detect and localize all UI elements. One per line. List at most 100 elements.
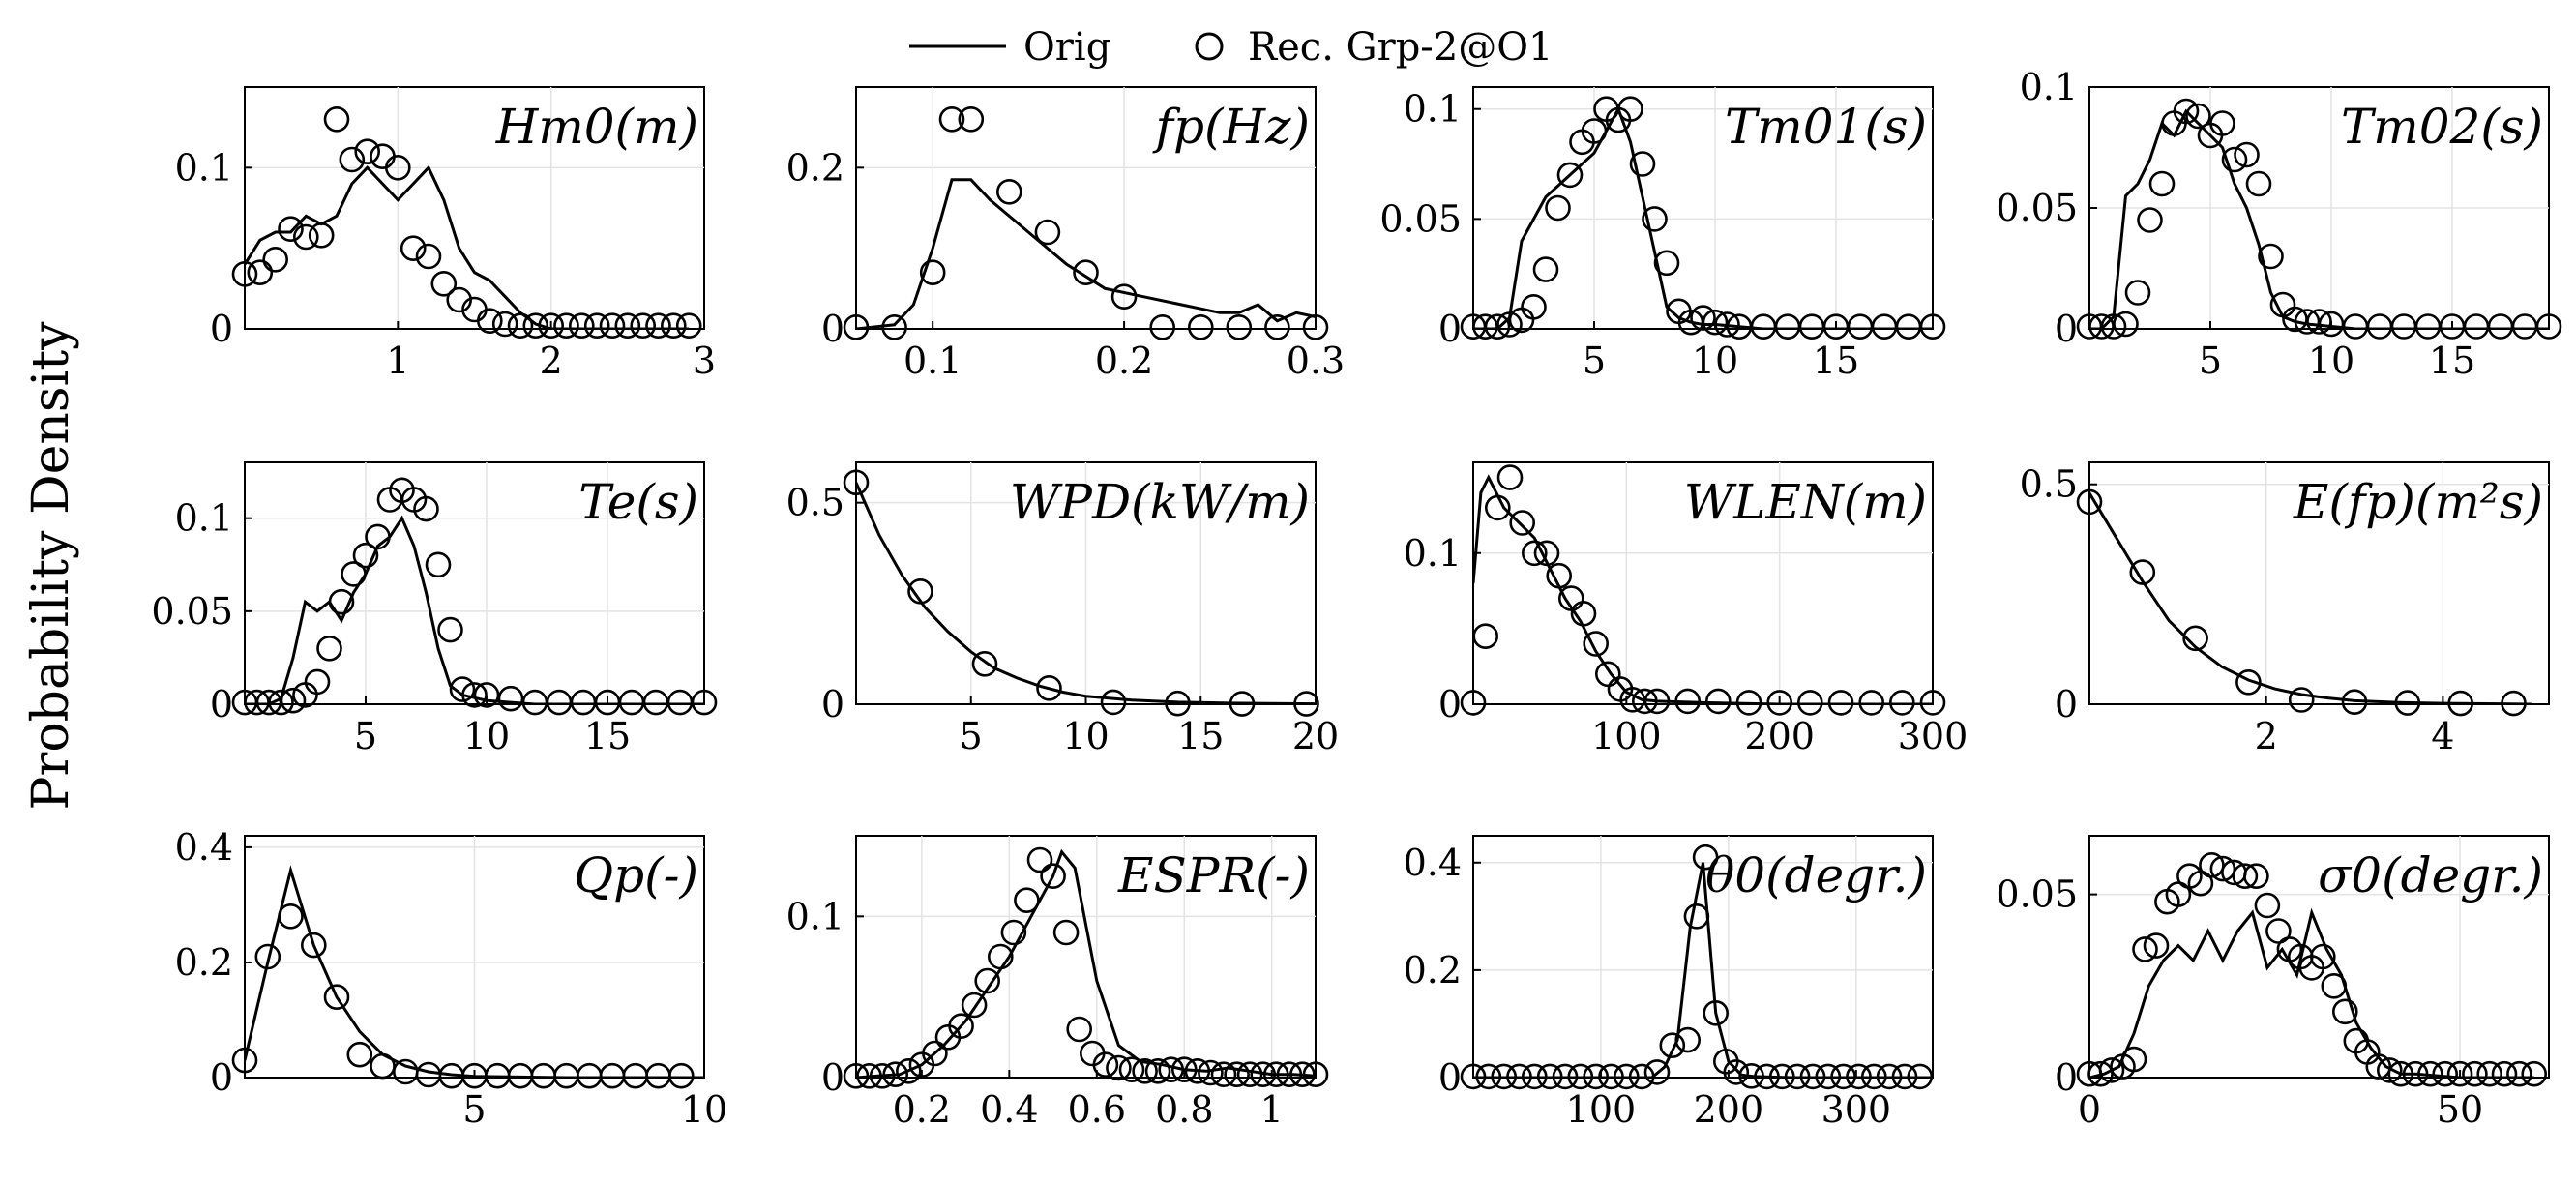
x-tick-label: 3	[693, 340, 716, 382]
data-point-rec	[1184, 1058, 1211, 1084]
data-point-rec	[958, 106, 985, 133]
data-point-rec	[1171, 1056, 1198, 1082]
data-point-rec	[231, 1047, 258, 1074]
data-point-rec	[1799, 1063, 1826, 1090]
data-point-rec	[1460, 1063, 1487, 1090]
data-point-rec	[2137, 207, 2163, 233]
data-point-rec	[280, 687, 307, 714]
data-point-rec	[1475, 1063, 1502, 1090]
data-point-rec	[1472, 623, 1498, 650]
axes-frame	[1472, 86, 1934, 330]
data-point-rec	[1485, 494, 1511, 521]
data-point-rec	[856, 1063, 882, 1089]
x-tick-label: 10	[2308, 340, 2354, 382]
data-point-rec	[1827, 690, 1854, 716]
x-tick-label: 300	[1821, 1088, 1892, 1131]
data-point-rec	[974, 967, 1001, 994]
data-point-rec	[1552, 1063, 1579, 1090]
x-tick-label: 10	[681, 1088, 727, 1131]
data-point-rec	[231, 260, 258, 287]
series-line-orig	[2089, 907, 2534, 1078]
x-tick-label: 15	[1177, 715, 1224, 757]
data-point-rec	[2148, 170, 2176, 197]
data-point-rec	[1919, 313, 1946, 340]
data-point-rec	[1036, 674, 1062, 701]
y-tick-label: 0.2	[1404, 949, 1462, 992]
data-point-rec	[2332, 998, 2358, 1025]
data-point-rec	[2446, 1060, 2473, 1087]
x-tick-label: 15	[584, 715, 631, 757]
y-tick-label: 0.1	[786, 895, 844, 937]
data-point-rec	[1158, 1056, 1184, 1082]
data-point-rec	[1106, 1054, 1132, 1081]
data-point-rec	[675, 312, 702, 340]
data-point-rec	[2209, 110, 2235, 136]
subplot-title: Tm02(s)	[2341, 99, 2543, 155]
x-tick-label: 0.3	[1287, 340, 1345, 382]
subplot-7: 2 4 0 0.5 E(fp)(m²s)	[2020, 461, 2550, 757]
data-point-rec	[1617, 96, 1643, 122]
data-point-rec	[346, 1041, 373, 1068]
subplot-title: fp(Hz)	[1152, 99, 1310, 155]
data-point-rec	[1738, 1063, 1764, 1089]
y-tick-label: 0.1	[175, 497, 233, 540]
data-point-rec	[1643, 688, 1671, 715]
data-point-rec	[1705, 688, 1732, 715]
data-point-rec	[1100, 689, 1127, 716]
legend-orig-label: Orig	[1023, 25, 1110, 70]
data-point-rec	[1784, 1063, 1811, 1090]
data-point-rec	[2120, 1046, 2147, 1073]
y-tick-label: 0	[210, 683, 233, 725]
data-point-rec	[1506, 1063, 1532, 1090]
data-point-rec	[2209, 855, 2236, 882]
data-point-rec	[268, 689, 294, 716]
data-point-rec	[2187, 870, 2214, 897]
axes-frame	[2088, 461, 2550, 705]
data-point-rec	[1496, 464, 1524, 490]
data-point-rec	[316, 635, 342, 662]
subplot-10: 100 200 300 0 0.2 0.4 θ0(degr.)	[1404, 835, 1934, 1131]
data-point-rec	[1250, 1061, 1276, 1087]
data-point-rec	[2185, 103, 2211, 130]
data-point-rec	[1703, 1000, 1729, 1026]
subplot-title: Hm0(m)	[495, 99, 698, 155]
data-point-rec	[1702, 309, 1729, 336]
data-point-rec	[1496, 311, 1523, 338]
data-point-rec	[1846, 1063, 1872, 1090]
data-point-rec	[1690, 305, 1716, 331]
data-point-rec	[1052, 919, 1080, 946]
x-tick-label: 100	[1591, 715, 1662, 757]
data-point-rec	[384, 155, 411, 181]
data-point-rec	[2321, 972, 2348, 999]
y-tick-label: 0	[1438, 1056, 1462, 1099]
data-point-rec	[1026, 846, 1053, 873]
data-point-rec	[1034, 219, 1061, 246]
data-point-rec	[1491, 1063, 1517, 1090]
data-point-rec	[1735, 690, 1762, 716]
data-point-rec	[1907, 1063, 1934, 1090]
data-point-rec	[449, 676, 476, 702]
series-line-orig	[1473, 105, 1933, 329]
data-point-rec	[1891, 1063, 1918, 1090]
data-point-rec	[1522, 1063, 1548, 1090]
x-tick-label: 0.4	[980, 1088, 1038, 1131]
subplot-title: Te(s)	[578, 474, 698, 530]
data-point-rec	[365, 523, 391, 550]
data-point-rec	[996, 179, 1022, 205]
x-tick-label: 10	[1692, 340, 1738, 382]
data-point-rec	[507, 312, 534, 340]
data-point-rec	[1536, 1063, 1563, 1090]
data-point-rec	[292, 223, 319, 251]
data-point-rec	[1144, 1058, 1171, 1084]
data-point-rec	[599, 312, 626, 340]
y-tick-label: 0.1	[175, 146, 233, 189]
data-point-rec	[1000, 919, 1027, 946]
data-point-rec	[1692, 844, 1719, 871]
data-point-rec	[323, 984, 350, 1010]
data-point-rec	[2100, 313, 2127, 340]
data-point-rec	[1276, 1061, 1303, 1087]
data-point-rec	[1302, 1061, 1329, 1087]
data-point-rec	[461, 682, 488, 708]
data-point-rec	[630, 312, 657, 340]
data-point-rec	[1674, 688, 1701, 715]
